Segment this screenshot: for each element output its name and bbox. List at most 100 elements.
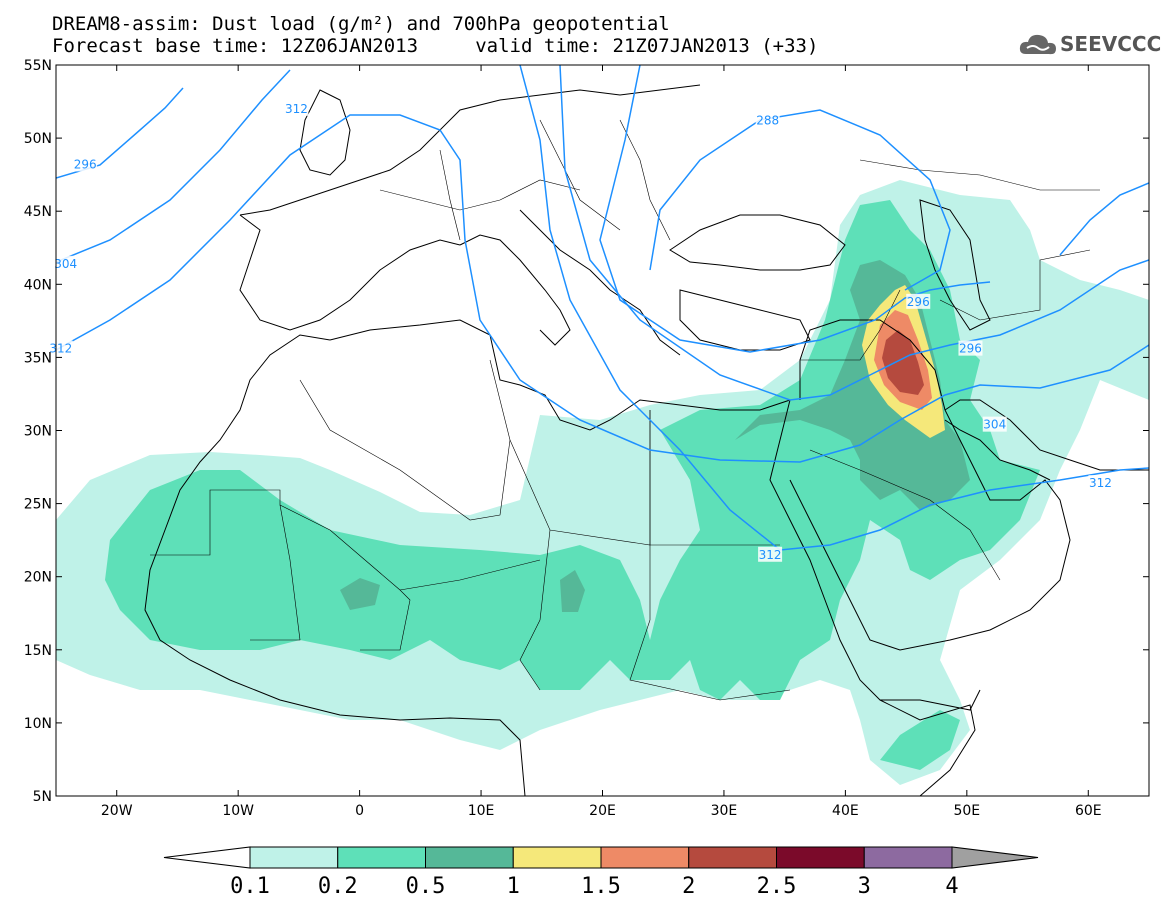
title-line-1: DREAM8-assim: Dust load (g/m²) and 700hP… — [52, 13, 670, 35]
lat-tick-label: 45N — [24, 204, 52, 220]
contour-label: 288 — [756, 114, 779, 128]
colorbar-level-label: 0.1 — [230, 874, 270, 899]
colorbar-level-label: 1.5 — [581, 874, 621, 899]
coastline-italy — [459, 234, 571, 346]
title-line-2: Forecast base time: 12Z06JAN2013 valid t… — [52, 35, 819, 57]
lat-tick-label: 10N — [24, 716, 52, 732]
lon-tick-label: 60E — [1075, 803, 1102, 819]
border-eu-4 — [619, 119, 671, 241]
colorbar-under-triangle — [163, 846, 251, 869]
border-iraq — [800, 289, 901, 361]
colorbar-segment — [776, 846, 865, 869]
contour-label: 312 — [49, 342, 72, 356]
contour-label: 312 — [759, 548, 782, 562]
lat-tick-label: 55N — [24, 58, 52, 74]
colorbar-segment — [337, 846, 426, 869]
contour-label-bg — [1088, 475, 1113, 491]
lat-tick-label: 20N — [24, 570, 52, 586]
contour-label: 312 — [1089, 476, 1112, 490]
contour-label: 296 — [959, 342, 982, 356]
contour-label: 296 — [907, 295, 930, 309]
colorbar-level-label: 0.5 — [406, 874, 446, 899]
dust-area-2 — [882, 330, 924, 395]
coastline-persian-gulf — [944, 419, 1051, 481]
lat-tick-label: 35N — [24, 350, 52, 366]
border-niger — [399, 559, 541, 591]
contour-label-bg — [958, 340, 983, 356]
colorbar-level-label: 2.5 — [757, 874, 797, 899]
border-kaz — [859, 159, 1100, 191]
coastlines — [144, 84, 1149, 796]
dust-field — [56, 180, 1149, 785]
lon-tick-label: 30E — [711, 803, 738, 819]
coastline-north-africa — [329, 319, 791, 431]
lat-tick-label: 25N — [24, 497, 52, 513]
border-mauritania — [150, 489, 301, 641]
coastline-africa — [144, 334, 526, 796]
logo-text: SEEVCCC — [1060, 32, 1162, 56]
dust-area-0.2 — [105, 200, 1040, 770]
contour-312-west — [56, 114, 1149, 463]
contour-label-bg — [982, 416, 1007, 432]
border-eu-2 — [439, 149, 461, 241]
colorbar-segment — [863, 846, 953, 869]
colorbar-level-label: 3 — [858, 874, 871, 899]
border-chad — [519, 529, 551, 691]
contour-312-se — [1059, 182, 1149, 256]
contour-label: 304 — [54, 257, 77, 271]
border-mali — [279, 504, 411, 651]
contour-label: 296 — [74, 157, 97, 171]
coastline-iran — [944, 399, 1149, 471]
lon-tick-label: 10E — [468, 803, 495, 819]
colorbar-level-label: 2 — [682, 874, 695, 899]
colorbar-level-label: 0.2 — [318, 874, 358, 899]
lon-tick-label: 0 — [355, 803, 364, 819]
lat-tick-label: 40N — [24, 277, 52, 293]
coastline-iberia — [239, 214, 461, 331]
border-saudi — [809, 449, 1001, 581]
coastline-red-sea — [769, 399, 981, 711]
lon-tick-label: 50E — [953, 803, 980, 819]
colorbar-segment — [512, 846, 602, 869]
border-eu-3 — [539, 119, 621, 231]
contour-label: 304 — [983, 418, 1006, 432]
latitude-axis: 55N 50N 45N 40N 35N 30N 25N 20N 15N 10N 5N — [24, 58, 1149, 805]
coastline-balkans — [519, 209, 681, 356]
contour-label-bg — [48, 340, 73, 356]
coastline-horn — [879, 699, 976, 796]
coastline-turkey — [679, 289, 811, 351]
coastline-black-sea — [669, 214, 846, 271]
contour-label-bg — [906, 293, 931, 309]
contour-label-bg — [53, 255, 78, 271]
colorbar-level-label: 1 — [507, 874, 520, 899]
contour-label-bg — [284, 100, 309, 116]
lat-tick-label: 15N — [24, 643, 52, 659]
colorbar-segment — [425, 846, 514, 869]
border-sudan — [629, 545, 791, 701]
contour-label: 312 — [285, 102, 308, 116]
colorbar-level-label: 4 — [945, 874, 958, 899]
lon-tick-label: 10W — [222, 803, 254, 819]
lat-tick-label: 5N — [33, 789, 52, 805]
lat-tick-label: 50N — [24, 131, 52, 147]
contour-304-central — [559, 65, 1149, 401]
cloud-icon — [1019, 34, 1056, 55]
coastline-arabia — [789, 319, 1071, 651]
colorbar-segment — [688, 846, 777, 869]
colorbar: 0.1 0.2 0.5 1 1.5 2 2.5 3 4 — [163, 846, 1039, 899]
coastline-britain — [299, 89, 351, 176]
lon-tick-label: 20W — [101, 803, 133, 819]
coastline-europe — [239, 84, 701, 216]
colorbar-segment — [249, 846, 339, 869]
lat-tick-label: 30N — [24, 424, 52, 440]
contour-296-central — [599, 65, 991, 353]
longitude-axis: 20W 10W 0 10E 20E 30E 40E 50E 60E — [101, 65, 1102, 819]
contour-label-bg — [758, 546, 783, 562]
colorbar-over-triangle — [951, 846, 1039, 869]
border-eu-1 — [379, 179, 581, 211]
lon-tick-label: 20E — [589, 803, 616, 819]
colorbar-segment — [600, 846, 690, 869]
lon-tick-label: 40E — [832, 803, 859, 819]
seevccc-logo: SEEVCCC — [1018, 28, 1162, 60]
